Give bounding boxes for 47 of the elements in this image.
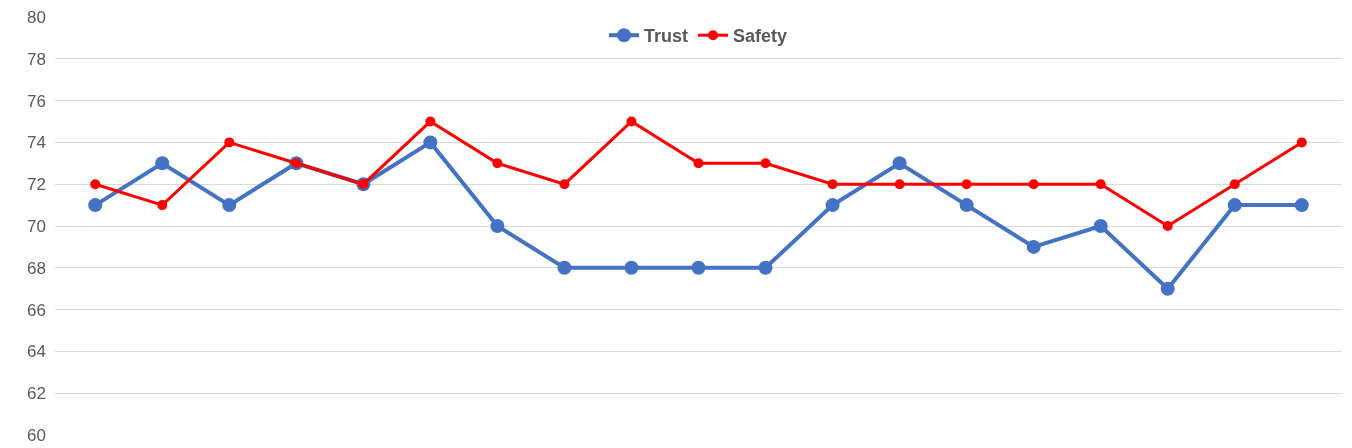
point	[557, 260, 572, 275]
point	[90, 179, 101, 190]
point	[691, 260, 706, 275]
point	[222, 198, 237, 213]
y-tick-label: 72	[27, 175, 46, 195]
point	[959, 198, 974, 213]
legend-label: Safety	[733, 26, 788, 47]
point	[624, 260, 639, 275]
point	[1227, 198, 1242, 213]
point	[1026, 239, 1041, 254]
point	[423, 135, 438, 150]
y-tick-label: 64	[27, 342, 46, 362]
y-tick-label: 66	[27, 300, 46, 320]
point	[1028, 179, 1039, 190]
point	[892, 156, 907, 171]
point	[961, 179, 972, 190]
point	[825, 198, 840, 213]
y-tick-label: 60	[27, 425, 46, 445]
point	[894, 179, 905, 190]
y-tick-label: 80	[27, 7, 46, 27]
point	[1093, 219, 1108, 233]
point	[1095, 179, 1106, 190]
point	[1160, 281, 1175, 296]
point	[1296, 137, 1307, 148]
point	[758, 260, 773, 275]
point	[425, 116, 436, 127]
point	[1229, 179, 1240, 190]
point	[224, 137, 235, 148]
point	[626, 116, 637, 127]
point	[760, 158, 771, 169]
y-tick-label: 78	[27, 49, 46, 69]
point	[490, 219, 505, 233]
y-tick-label: 74	[27, 133, 46, 153]
point	[1294, 198, 1309, 213]
y-tick-label: 70	[27, 216, 46, 236]
point	[155, 156, 170, 171]
point	[827, 179, 838, 190]
point	[492, 158, 503, 169]
y-tick-label: 68	[27, 258, 46, 278]
y-tick-label: 62	[27, 384, 46, 404]
legend-label: Trust	[644, 26, 689, 47]
point	[157, 200, 168, 211]
point	[88, 198, 103, 213]
point	[559, 179, 570, 190]
point	[693, 158, 704, 169]
point	[1162, 221, 1173, 231]
y-tick-label: 76	[27, 91, 46, 111]
